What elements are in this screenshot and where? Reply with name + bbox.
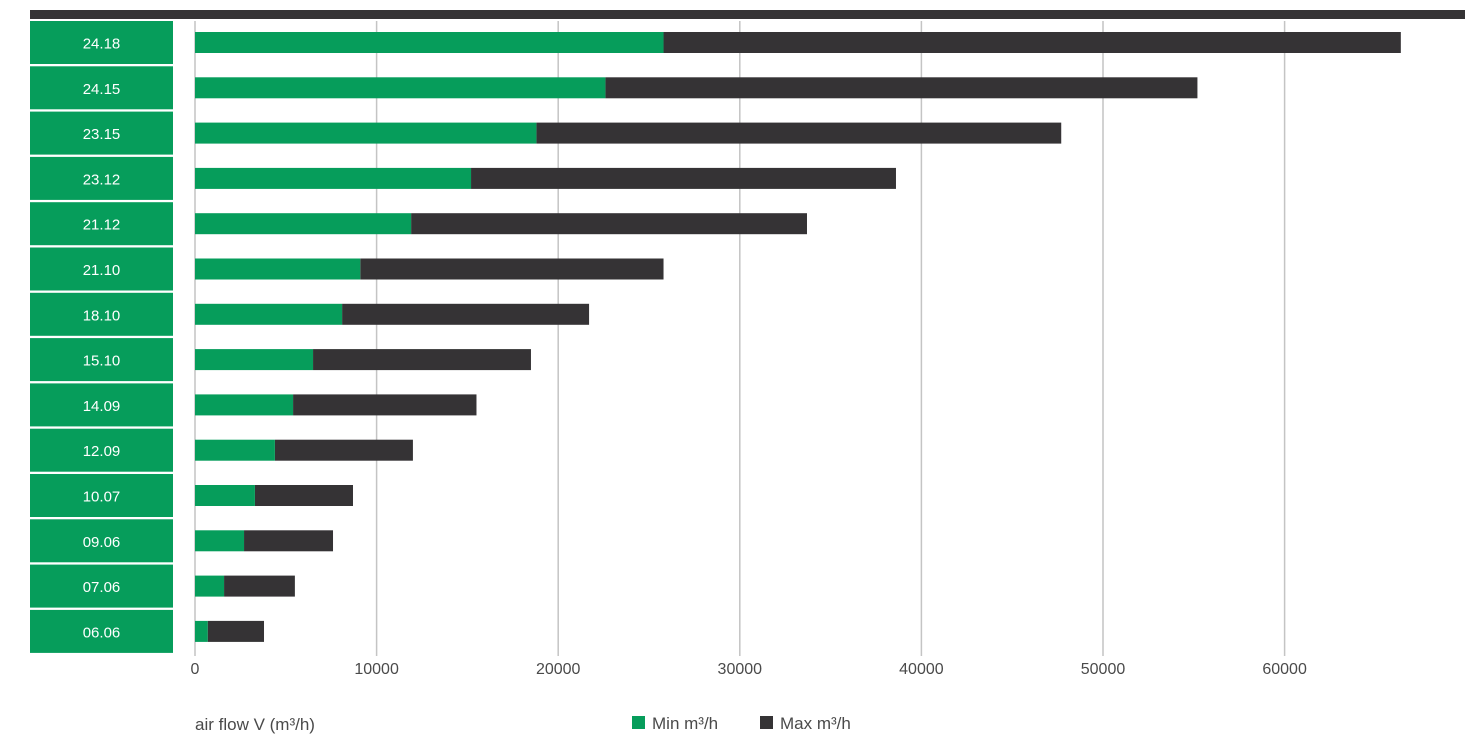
category-box <box>30 292 173 336</box>
category-box <box>30 338 173 382</box>
bar-min <box>195 32 664 53</box>
category-label: 21.12 <box>83 217 121 234</box>
bar-min <box>195 122 537 144</box>
category-label: 09.06 <box>83 534 121 551</box>
category-label: 07.06 <box>83 579 121 596</box>
category-label: 10.07 <box>83 489 121 506</box>
bar-min <box>195 258 361 280</box>
x-tick-label: 50000 <box>1081 661 1126 678</box>
bar-max <box>293 394 477 416</box>
category-box <box>30 111 173 155</box>
x-axis-title: air flow V (m³/h) <box>195 715 315 734</box>
category-label: 23.12 <box>83 171 121 188</box>
category-box <box>30 156 173 200</box>
bar-max <box>313 349 531 371</box>
x-axis-ticks: 0 10000 20000 30000 40000 50000 60000 <box>191 661 1307 678</box>
legend-swatch-max <box>760 716 773 729</box>
bar-max <box>536 122 1062 144</box>
category-label: 18.10 <box>83 307 121 324</box>
bar-min <box>195 575 225 597</box>
bars <box>195 32 1401 642</box>
category-box <box>30 564 173 608</box>
x-tick-label: 0 <box>191 661 200 678</box>
x-tick-label: 60000 <box>1262 661 1307 678</box>
legend-swatch-min <box>632 716 645 729</box>
category-label: 23.15 <box>83 126 121 143</box>
legend-label-max: Max m³/h <box>780 714 851 733</box>
bar-min <box>195 213 412 235</box>
category-box <box>30 247 173 291</box>
bar-max <box>224 575 295 597</box>
bar-min <box>195 303 343 325</box>
category-label: 21.10 <box>83 262 121 279</box>
bar-max <box>254 485 353 506</box>
legend-label-min: Min m³/h <box>652 714 718 733</box>
bar-max <box>411 213 807 235</box>
bar-max <box>244 530 334 552</box>
bar-max <box>274 439 413 461</box>
x-tick-label: 30000 <box>718 661 763 678</box>
category-label: 12.09 <box>83 443 121 460</box>
category-box <box>30 383 173 427</box>
bar-min <box>195 485 255 506</box>
bar-min <box>195 167 472 189</box>
bar-min <box>195 77 606 99</box>
category-label: 06.06 <box>83 624 121 641</box>
category-box <box>30 21 173 64</box>
bar-max <box>342 303 590 325</box>
bar-max <box>663 32 1401 53</box>
bar-max <box>360 258 664 280</box>
bar-min <box>195 349 314 371</box>
category-label: 15.10 <box>83 353 121 370</box>
top-border-bar <box>30 10 1465 19</box>
legend: Min m³/h Max m³/h <box>632 714 851 733</box>
x-tick-label: 10000 <box>354 661 399 678</box>
x-tick-label: 40000 <box>899 661 944 678</box>
category-label: 24.15 <box>83 81 121 98</box>
grid-lines <box>194 21 1286 656</box>
category-label: 14.09 <box>83 398 121 415</box>
bar-min <box>195 439 275 461</box>
bar-min <box>195 394 294 416</box>
category-box <box>30 609 173 653</box>
category-box <box>30 474 173 517</box>
bar-max <box>605 77 1198 99</box>
category-box <box>30 428 173 472</box>
bar-max <box>471 167 896 189</box>
x-tick-label: 20000 <box>536 661 581 678</box>
category-box <box>30 66 173 110</box>
category-labels: 24.18 24.15 23.15 23.12 21.12 21.10 18.10 15.10… <box>30 21 173 653</box>
bar-max <box>207 620 265 642</box>
bar-min <box>195 530 245 552</box>
category-box <box>30 202 173 246</box>
bar-min <box>195 620 208 642</box>
category-label: 24.18 <box>83 36 121 53</box>
category-box <box>30 519 173 563</box>
